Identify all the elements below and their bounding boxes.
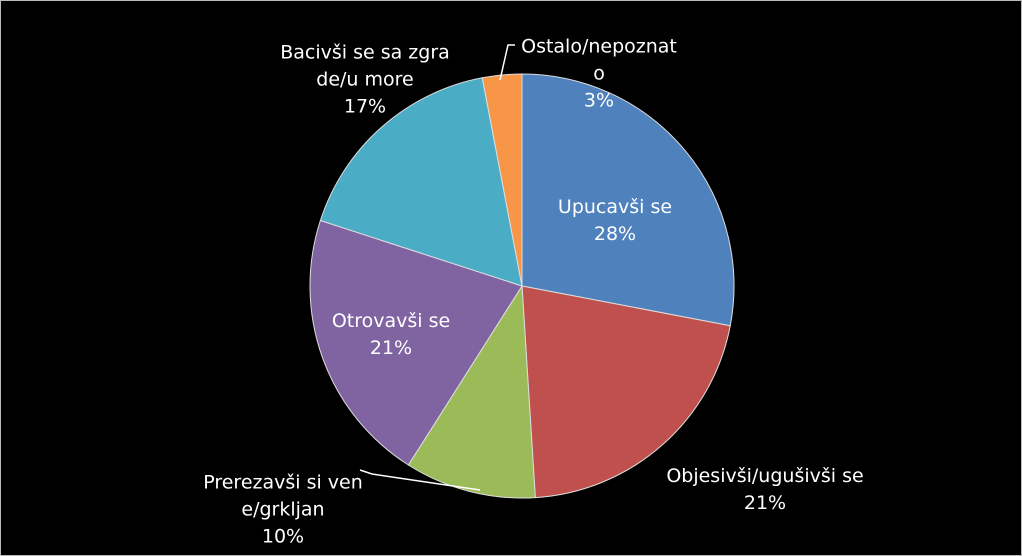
category-label: Objesivši/ugušivši se [666, 465, 864, 487]
leader-line [359, 469, 481, 491]
pie-slice [521, 73, 735, 327]
slice-label: Otrovavši se 21% [316, 308, 466, 362]
category-label: Bacivši se sa zgrade/u more [280, 41, 450, 91]
value-label: 28% [593, 223, 637, 245]
pie-slice [309, 219, 523, 466]
slice-label: Upucavši se 28% [545, 194, 685, 248]
value-label: 17% [343, 95, 387, 118]
value-label: 21% [743, 492, 787, 514]
pie-slice [407, 284, 536, 499]
category-label: Upucavši se [557, 196, 673, 218]
value-label: 21% [369, 337, 413, 359]
pie-slice [481, 73, 523, 287]
pie-slice [521, 285, 731, 499]
pie-slice [319, 77, 523, 287]
category-label: Otrovavši se [331, 310, 451, 332]
value-label: 10% [261, 525, 305, 548]
slice-label: Ostalo/nepoznato 3% [519, 34, 679, 115]
slice-label: Bacivši se sa zgrade/u more 17% [280, 40, 450, 121]
slice-label: Prerezavši si vene/grkljan 10% [203, 470, 363, 551]
category-label: Ostalo/nepoznato [521, 35, 677, 85]
category-label: Prerezavši si vene/grkljan [203, 471, 363, 521]
leader-line [499, 44, 515, 81]
value-label: 3% [583, 89, 615, 112]
slice-label: Objesivši/ugušivši se 21% [665, 463, 865, 517]
